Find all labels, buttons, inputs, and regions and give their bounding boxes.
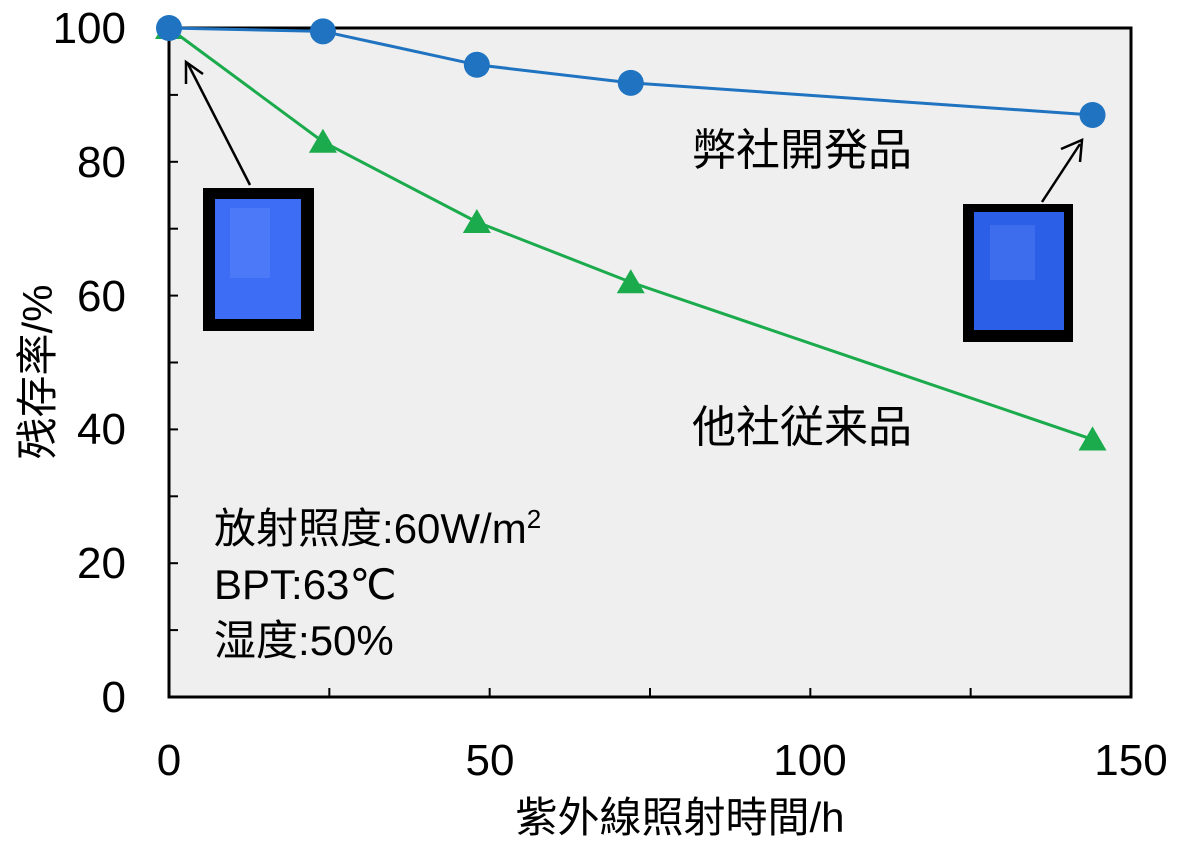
data-point-circle: [156, 15, 182, 41]
data-point-triangle: [1078, 426, 1107, 451]
series-label-conventional: 他社従来品: [692, 403, 912, 452]
series-label-developed: 弊社開発品: [692, 126, 912, 175]
y-tick-label: 100: [53, 4, 126, 53]
y-tick-label: 20: [77, 539, 126, 588]
y-tick-label: 40: [77, 405, 126, 454]
data-point-circle: [463, 51, 490, 78]
data-point-triangle: [616, 269, 645, 294]
arrow-after: [1040, 138, 1084, 203]
series-line-developed: [156, 15, 1106, 128]
x-tick-label: 100: [773, 736, 846, 785]
condition-bpt: BPT:63℃: [214, 561, 397, 608]
y-tick-label: 80: [77, 138, 126, 187]
arrow-initial: [184, 59, 252, 186]
y-axis-ticks: [169, 27, 178, 698]
data-point-circle: [309, 18, 336, 45]
x-axis-ticks: [168, 688, 1132, 697]
plot-area: [167, 26, 1133, 699]
data-point-circle: [1079, 101, 1106, 128]
data-point-circle: [617, 69, 644, 96]
x-tick-label: 0: [157, 736, 181, 785]
x-tick-label: 150: [1094, 736, 1167, 785]
x-axis-title: 紫外線照射時間/h: [515, 794, 844, 841]
y-axis-title: 残存率/%: [14, 284, 61, 459]
sample-photo-after: [963, 204, 1073, 342]
condition-irradiance: 放射照度:60W/m2: [214, 504, 541, 552]
x-tick-label: 50: [466, 736, 515, 785]
data-point-triangle: [462, 209, 491, 234]
sample-photo-initial: [203, 188, 314, 331]
condition-humidity: 湿度:50%: [214, 617, 394, 664]
y-tick-label: 0: [102, 673, 126, 722]
y-tick-label: 60: [77, 272, 126, 321]
data-point-triangle: [308, 128, 337, 153]
